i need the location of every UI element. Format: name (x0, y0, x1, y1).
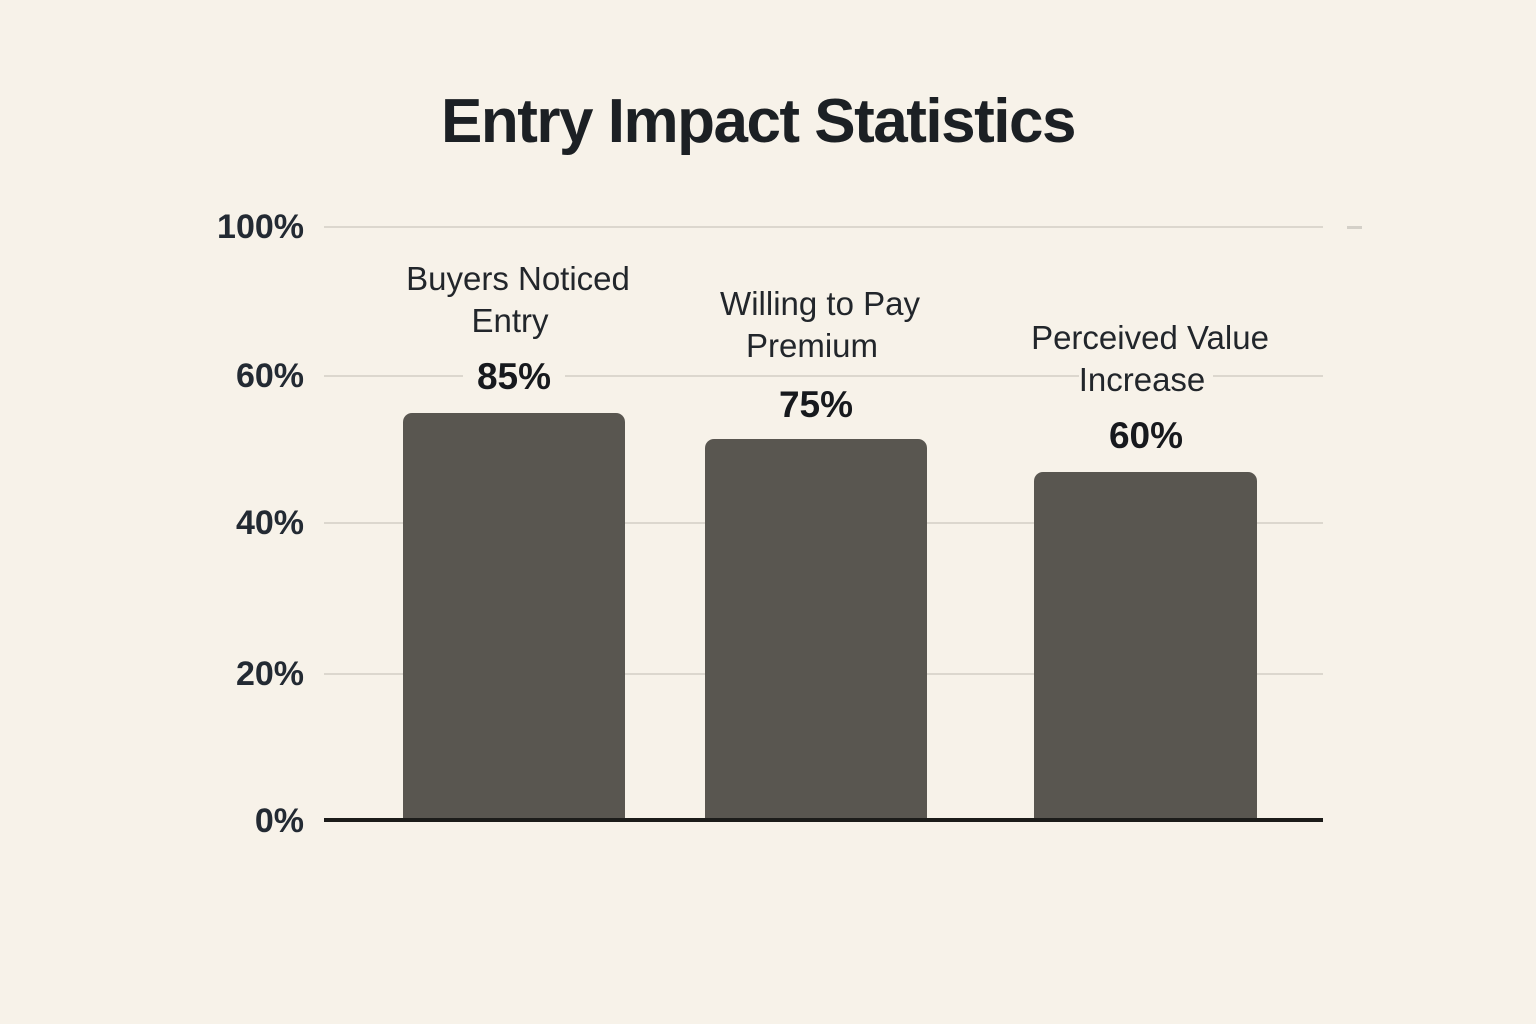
value-label-60: 60% (996, 415, 1296, 456)
y-tick-0: 0% (254, 802, 304, 840)
category-label-perceived-value-increase: Perceived Value Increase (996, 317, 1296, 401)
value-label-85: 85% (364, 356, 664, 397)
bar-buyers-noticed-entry (403, 413, 625, 821)
category-label-willing-to-pay-premium: Willing to Pay Premium (666, 283, 966, 367)
y-tick-20: 20% (235, 655, 304, 693)
value-label-75: 75% (666, 384, 966, 425)
x-axis-line (324, 818, 1323, 822)
y-tick-40: 40% (235, 504, 304, 542)
gridline-100-dash (1347, 226, 1362, 229)
gridline-60 (324, 375, 1323, 377)
bar-willing-to-pay-premium (705, 439, 927, 821)
bar-perceived-value-increase (1034, 472, 1257, 821)
chart-title: Entry Impact Statistics (441, 87, 1076, 156)
y-tick-60: 60% (235, 357, 304, 395)
category-label-buyers-noticed-entry: Buyers Noticed Entry (364, 258, 664, 342)
gridline-100 (324, 226, 1323, 228)
y-tick-100: 100% (217, 208, 304, 246)
